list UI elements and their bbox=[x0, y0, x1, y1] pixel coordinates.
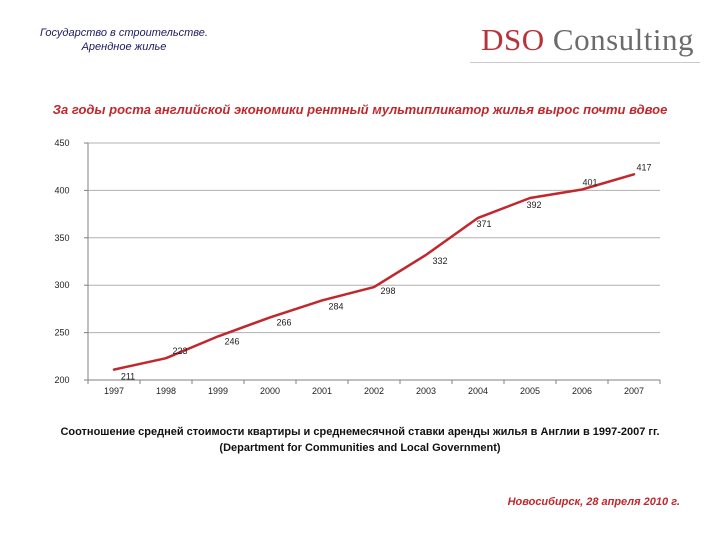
data-label: 298 bbox=[380, 286, 395, 296]
data-label: 392 bbox=[526, 200, 541, 210]
data-label: 284 bbox=[328, 301, 343, 311]
x-tick-label: 1997 bbox=[104, 386, 124, 396]
x-tick-label: 2006 bbox=[572, 386, 592, 396]
x-tick-label: 2001 bbox=[312, 386, 332, 396]
logo-underline bbox=[470, 62, 700, 63]
x-tick-labels: 1997 1998 1999 2000 2001 2002 2003 2004 2005 2006… bbox=[104, 386, 644, 396]
x-tick-label: 2005 bbox=[520, 386, 540, 396]
x-tick-label: 2007 bbox=[624, 386, 644, 396]
y-tick-label: 400 bbox=[54, 185, 69, 195]
logo-rest: Consulting bbox=[544, 22, 694, 57]
line-chart: 200 250 300 350 400 450 1997 1998 1999 2000 2001 2… bbox=[54, 138, 661, 396]
y-tick-labels: 200 250 300 350 400 450 bbox=[54, 138, 69, 385]
data-label: 246 bbox=[224, 336, 239, 346]
x-tick-label: 2004 bbox=[468, 386, 488, 396]
caption-line-2: (Department for Communities and Local Go… bbox=[219, 442, 501, 454]
y-tick-label: 300 bbox=[54, 280, 69, 290]
y-tick-label: 350 bbox=[54, 233, 69, 243]
data-label: 223 bbox=[172, 346, 187, 356]
series-line bbox=[112, 173, 636, 371]
data-label: 211 bbox=[121, 372, 135, 382]
footer-date: Новосибирск, 28 апреля 2010 г. bbox=[507, 496, 680, 508]
header-line-1: Государство в строительстве. bbox=[40, 27, 208, 39]
company-logo: DSO Consulting bbox=[481, 22, 694, 58]
x-tick-label: 2000 bbox=[260, 386, 280, 396]
caption-line-1: Соотношение средней стоимости квартиры и… bbox=[60, 426, 660, 438]
grid-lines bbox=[88, 142, 660, 334]
x-tick-label: 1999 bbox=[208, 386, 228, 396]
x-tick-label: 1998 bbox=[156, 386, 176, 396]
data-label: 401 bbox=[582, 177, 597, 187]
header-line-2: Арендное жилье bbox=[81, 41, 167, 53]
data-labels: 211 223 246 266 284 298 332 371 392 401 417 bbox=[121, 162, 652, 381]
logo-brand: DSO bbox=[481, 22, 545, 57]
data-label: 266 bbox=[276, 317, 291, 327]
y-tick-label: 250 bbox=[54, 328, 69, 338]
x-tick-label: 2002 bbox=[364, 386, 384, 396]
slide-headline: За годы роста английской экономики рентн… bbox=[52, 102, 668, 117]
data-label: 332 bbox=[432, 256, 447, 266]
series-layer bbox=[112, 173, 636, 371]
axes bbox=[84, 142, 661, 384]
data-label: 417 bbox=[636, 162, 651, 172]
x-tick-label: 2003 bbox=[416, 386, 436, 396]
presentation-header: Государство в строительстве. Арендное жи… bbox=[14, 26, 234, 54]
data-label: 371 bbox=[476, 219, 491, 229]
chart-caption: Соотношение средней стоимости квартиры и… bbox=[0, 424, 720, 456]
y-tick-label: 200 bbox=[54, 375, 69, 385]
y-tick-label: 450 bbox=[54, 138, 69, 148]
